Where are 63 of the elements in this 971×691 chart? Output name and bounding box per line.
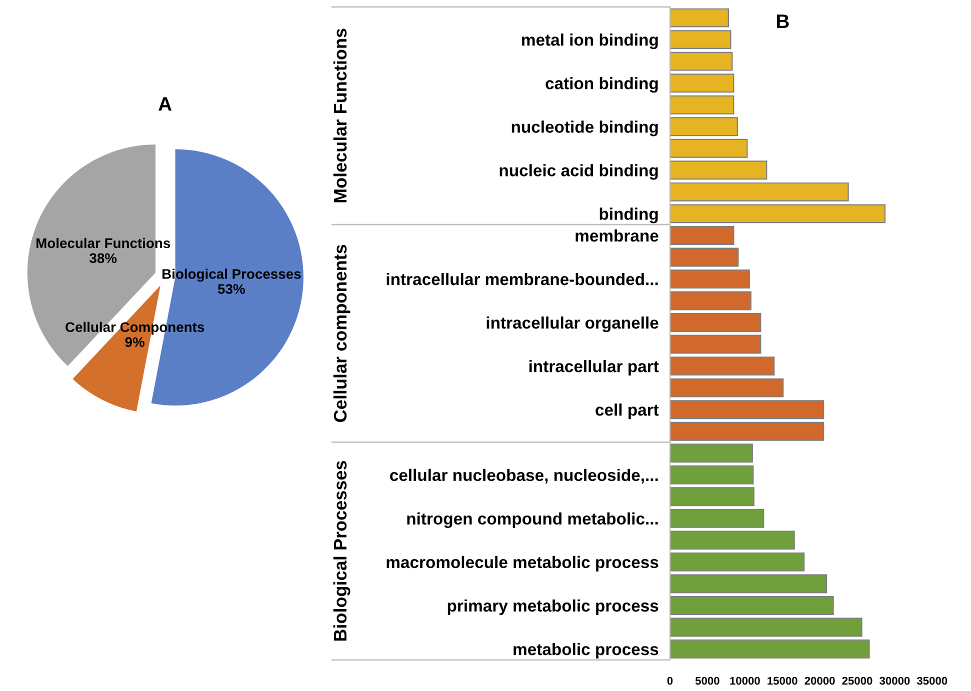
- x-tick-label: 10000: [730, 676, 760, 685]
- x-tick-label: 35000: [916, 676, 948, 685]
- bar: [670, 95, 734, 114]
- bar: [670, 640, 870, 658]
- chart-title: B: [777, 14, 789, 28]
- bar: [670, 422, 824, 441]
- bar: [670, 444, 753, 463]
- bar: [670, 160, 768, 180]
- bar: [670, 30, 732, 50]
- data-label: 38%: [90, 253, 117, 264]
- y-tick-label: cellular nucleobase, nucleoside,...: [390, 468, 658, 484]
- y-tick-label: nitrogen compound metabolic...: [407, 512, 658, 528]
- bar: [670, 313, 762, 332]
- y-tick-label: membrane: [576, 229, 658, 242]
- y-tick-label: cell part: [596, 404, 659, 420]
- x-tick-label: 20000: [804, 676, 835, 685]
- bar: [670, 378, 784, 398]
- x-tick-label: 25000: [842, 676, 872, 685]
- bar: [670, 182, 849, 202]
- bar: [670, 356, 775, 376]
- y-tick-label: nucleotide binding: [512, 120, 658, 136]
- y-tick-label: metal ion binding: [522, 34, 658, 50]
- data-label: 53%: [218, 284, 245, 294]
- x-tick-label: 5000: [695, 676, 720, 685]
- y-tick-label: intracellular part: [529, 360, 659, 376]
- bar: [670, 465, 754, 484]
- bar: [670, 574, 828, 594]
- bar: [670, 508, 764, 528]
- y-tick-label: primary metabolic process: [448, 599, 658, 615]
- bar: [670, 552, 805, 572]
- x-tick-label: 0: [667, 676, 673, 685]
- text: Cellular components: [333, 244, 350, 422]
- y-tick-label: nucleic acid binding: [500, 164, 658, 180]
- bar: [670, 204, 886, 224]
- data-label: 9%: [125, 337, 144, 347]
- bar: [670, 117, 738, 136]
- text: Biological Processes: [333, 460, 350, 641]
- y-tick-label: macromolecule metabolic process: [386, 556, 658, 572]
- chart-title: A: [158, 97, 172, 111]
- bar: [670, 596, 834, 615]
- bar: [670, 618, 862, 637]
- y-tick-label: intracellular membrane-bounded...: [386, 272, 658, 286]
- bar: [670, 8, 729, 28]
- y-tick-label: binding: [600, 208, 658, 224]
- slice-label: Molecular Functions: [36, 238, 170, 248]
- bar: [670, 248, 739, 267]
- bar: [670, 291, 752, 310]
- x-tick-label: 30000: [880, 676, 910, 685]
- bar: [670, 226, 734, 245]
- bar: [670, 334, 762, 354]
- bar: [670, 400, 824, 420]
- bar: [670, 530, 795, 550]
- bar: [670, 270, 750, 288]
- bar: [670, 74, 734, 93]
- y-tick-label: cation binding: [546, 77, 658, 93]
- bar: [670, 52, 733, 71]
- y-tick-label: intracellular organelle: [486, 316, 658, 332]
- x-tick-label: 15000: [768, 676, 798, 685]
- bar: [670, 138, 748, 158]
- text: Molecular Functions: [333, 28, 347, 202]
- slice-label: Cellular Components: [66, 322, 204, 335]
- y-tick-label: metabolic process: [514, 642, 658, 659]
- bar: [670, 487, 754, 506]
